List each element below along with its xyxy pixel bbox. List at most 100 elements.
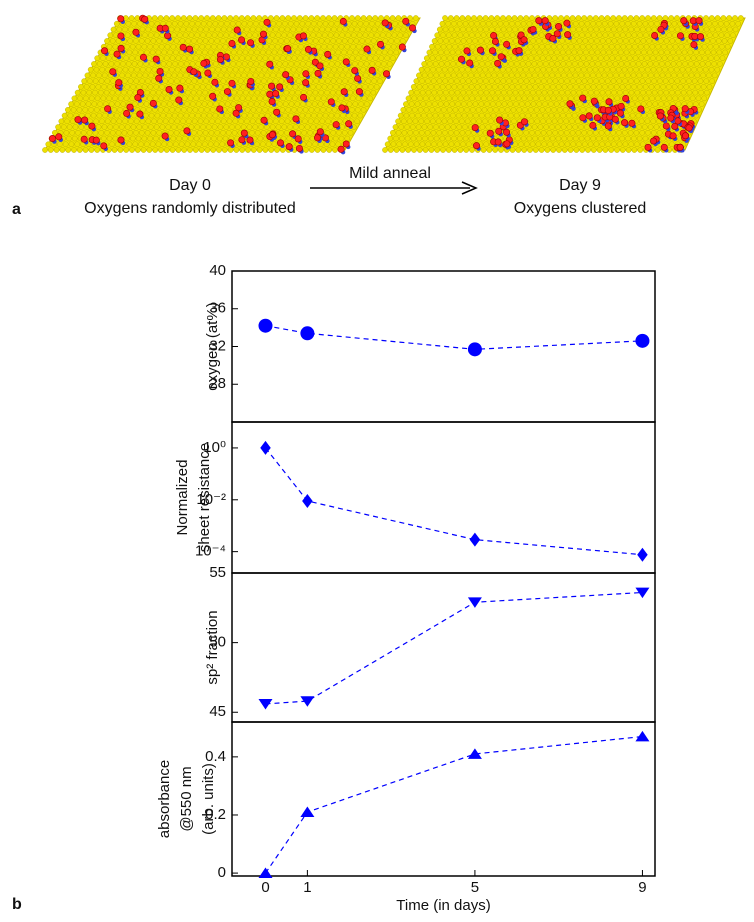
- y-axis-label: sp² fraction: [204, 610, 221, 684]
- carbon-atom: [486, 84, 491, 89]
- carbon-atom: [199, 96, 204, 101]
- oxygen-atom: [516, 47, 522, 53]
- carbon-atom: [521, 136, 526, 141]
- carbon-atom: [472, 27, 477, 32]
- carbon-atom: [657, 15, 662, 20]
- carbon-atom: [206, 33, 211, 38]
- carbon-atom: [108, 33, 113, 38]
- oxygen-atom: [409, 25, 415, 31]
- oxygen-atom: [205, 70, 211, 76]
- carbon-atom: [527, 84, 532, 89]
- carbon-atom: [667, 96, 672, 101]
- carbon-atom: [68, 113, 73, 118]
- carbon-atom: [192, 27, 197, 32]
- carbon-atom: [510, 147, 515, 152]
- carbon-atom: [454, 67, 459, 72]
- carbon-atom: [279, 27, 284, 32]
- carbon-atom: [565, 90, 570, 95]
- carbon-atom: [139, 130, 144, 135]
- carbon-atom: [516, 96, 521, 101]
- carbon-atom: [280, 147, 285, 152]
- carbon-atom: [617, 90, 622, 95]
- carbon-atom: [343, 27, 348, 32]
- carbon-atom: [163, 79, 168, 84]
- oxygen-atom: [345, 121, 351, 127]
- carbon-atom: [294, 73, 299, 78]
- carbon-atom: [463, 73, 468, 78]
- carbon-atom: [198, 27, 203, 32]
- carbon-atom: [211, 136, 216, 141]
- carbon-atom: [621, 56, 626, 61]
- carbon-atom: [210, 15, 215, 20]
- carbon-atom: [182, 136, 187, 141]
- carbon-atom: [304, 136, 309, 141]
- carbon-atom: [100, 56, 105, 61]
- carbon-atom: [184, 61, 189, 66]
- carbon-atom: [503, 73, 508, 78]
- carbon-atom: [526, 61, 531, 66]
- carbon-atom: [195, 124, 200, 129]
- carbon-atom: [277, 21, 282, 26]
- carbon-atom: [521, 73, 526, 78]
- carbon-atom: [544, 84, 549, 89]
- carbon-atom: [174, 38, 179, 43]
- carbon-atom: [181, 15, 186, 20]
- carbon-atom: [553, 90, 558, 95]
- carbon-atom: [316, 84, 321, 89]
- carbon-atom: [269, 56, 274, 61]
- carbon-atom: [161, 113, 166, 118]
- carbon-atom: [595, 50, 600, 55]
- oxygen-atom: [458, 56, 464, 62]
- carbon-atom: [705, 50, 710, 55]
- carbon-atom: [215, 27, 220, 32]
- oxygen-atom: [229, 80, 235, 86]
- carbon-atom: [418, 107, 423, 112]
- carbon-atom: [331, 79, 336, 84]
- carbon-atom: [196, 101, 201, 106]
- carbon-atom: [440, 136, 445, 141]
- oxygen-atom: [645, 144, 651, 150]
- carbon-atom: [242, 61, 247, 66]
- carbon-atom: [672, 21, 677, 26]
- carbon-atom: [402, 130, 407, 135]
- oxygen-atom: [81, 136, 87, 142]
- carbon-atom: [650, 107, 655, 112]
- figure: Day 0 Oxygens randomly distributed Mild …: [0, 0, 754, 922]
- carbon-atom: [643, 84, 648, 89]
- carbon-atom: [482, 107, 487, 112]
- oxygen-atom: [180, 44, 186, 50]
- carbon-atom: [704, 79, 709, 84]
- oxygen-atom: [492, 38, 498, 44]
- carbon-atom: [125, 124, 130, 129]
- carbon-atom: [268, 107, 273, 112]
- carbon-atom: [646, 79, 651, 84]
- oxygen-atom: [217, 106, 223, 112]
- carbon-atom: [235, 124, 240, 129]
- carbon-atom: [513, 101, 518, 106]
- carbon-atom: [430, 107, 435, 112]
- carbon-atom: [686, 67, 691, 72]
- carbon-atom: [313, 38, 318, 43]
- carbon-atom: [154, 124, 159, 129]
- carbon-atom: [385, 56, 390, 61]
- carbon-atom: [162, 38, 167, 43]
- carbon-atom: [419, 67, 424, 72]
- carbon-atom: [611, 90, 616, 95]
- carbon-atom: [477, 119, 482, 124]
- carbon-atom: [537, 113, 542, 118]
- carbon-atom: [587, 67, 592, 72]
- carbon-atom: [573, 136, 578, 141]
- carbon-atom: [521, 84, 526, 89]
- carbon-atom: [320, 107, 325, 112]
- carbon-atom: [329, 61, 334, 66]
- carbon-atom: [693, 101, 698, 106]
- carbon-atom: [639, 67, 644, 72]
- carbon-atom: [203, 90, 208, 95]
- carbon-atom: [313, 90, 318, 95]
- y-axis-label: sheet resistance: [196, 443, 213, 552]
- oxygen-atom: [343, 59, 349, 65]
- oxygen-atom: [682, 133, 688, 139]
- carbon-atom: [339, 44, 344, 49]
- carbon-atom: [225, 61, 230, 66]
- carbon-atom: [188, 136, 193, 141]
